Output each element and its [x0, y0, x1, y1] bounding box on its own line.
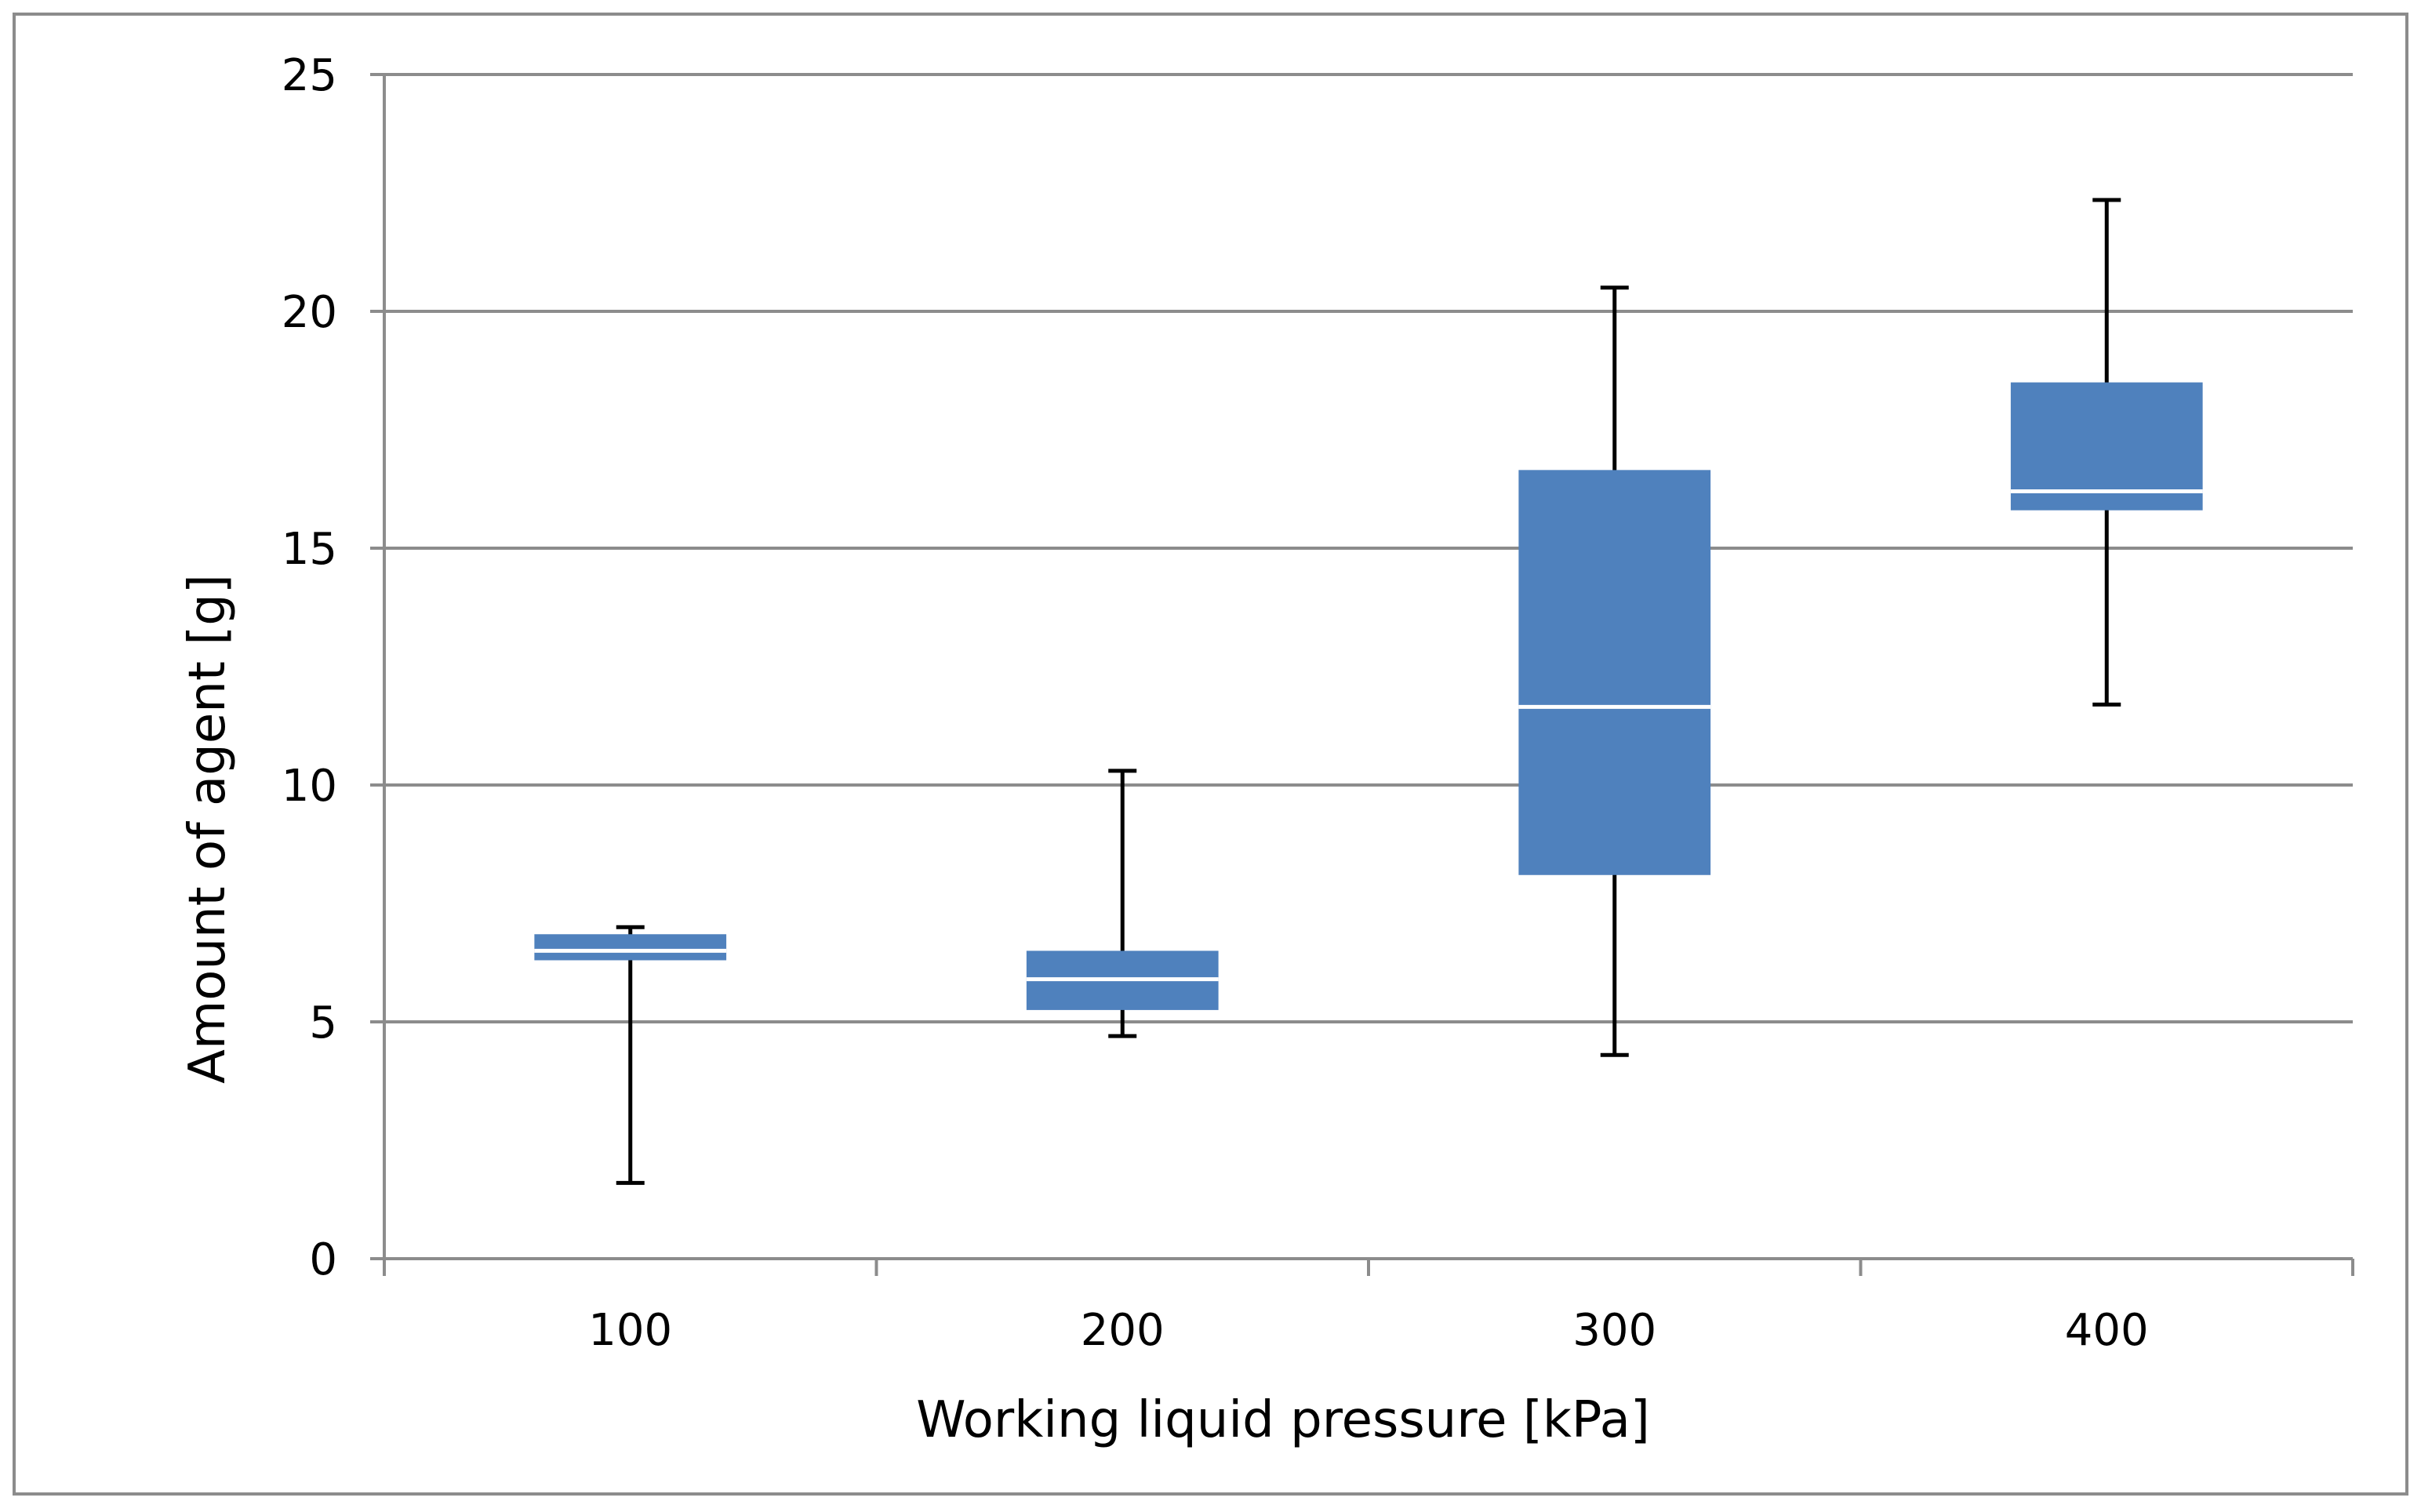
box-group-400 [2010, 198, 2203, 707]
y-tick-label-20: 20 [282, 287, 337, 338]
x-tick-label-200: 200 [1081, 1305, 1165, 1356]
x-tick-label-100: 100 [588, 1305, 672, 1356]
box-100 [534, 934, 727, 961]
x-axis-title: Working liquid pressure [kPa] [916, 1391, 1650, 1449]
y-tick-label-10: 10 [282, 761, 337, 812]
chart-border [13, 13, 2408, 1496]
axes [370, 73, 2354, 1276]
y-tick-label-15: 15 [282, 524, 337, 575]
box-group-200 [1026, 769, 1219, 1038]
gridlines [384, 73, 2353, 1023]
y-axis-title: Amount of agent [g] [179, 574, 237, 1084]
y-tick-label-25: 25 [282, 50, 337, 101]
box-400 [2010, 382, 2203, 511]
box-marks [534, 198, 2203, 1185]
y-tick-label-0: 0 [309, 1234, 337, 1285]
box-300 [1518, 470, 1711, 875]
x-tick-label-300: 300 [1572, 1305, 1656, 1356]
box-group-100 [534, 925, 727, 1185]
tick-labels: 0 5 10 15 20 25 100 200 300 400 [282, 50, 2149, 1356]
x-tick-label-400: 400 [2065, 1305, 2149, 1356]
y-tick-label-5: 5 [309, 998, 337, 1049]
box-group-300 [1518, 285, 1711, 1057]
